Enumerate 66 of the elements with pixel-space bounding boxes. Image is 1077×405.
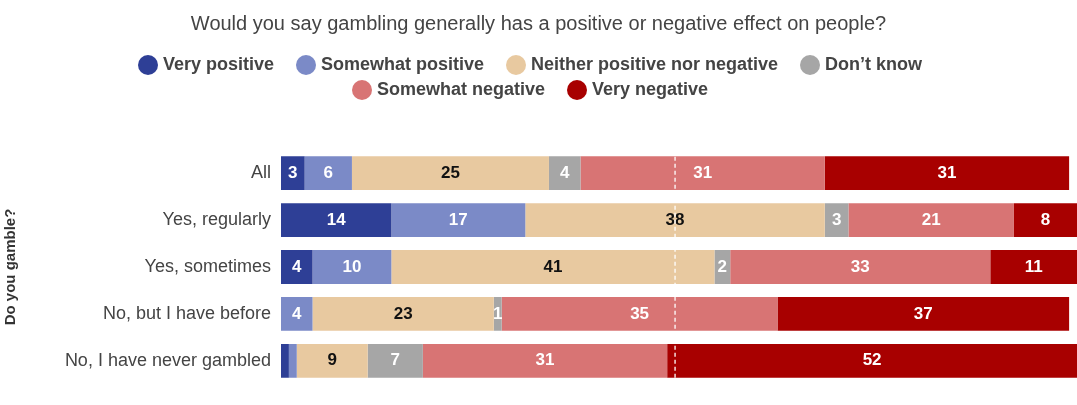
bar [501,297,778,331]
bar [391,250,715,284]
data-label: 6 [323,162,334,182]
bar [525,203,825,237]
bar [281,203,392,237]
bar [422,343,668,378]
data-label: 17 [448,209,468,229]
data-label: 14 [326,209,347,229]
data-label: 35 [630,303,650,323]
data-label: 31 [693,162,713,182]
data-label: 37 [913,303,933,323]
data-label: 1 [493,303,503,323]
data-label: 21 [921,209,941,229]
data-label: 38 [665,209,685,229]
y-tick-label: No, but I have before [102,302,271,323]
chart-title: Would you say gambling generally has a positive or negative effect on people? [189,12,888,35]
legend-label: Somewhat positive [320,54,485,75]
y-tick-label: No, I have never gambled [64,349,271,370]
data-label: 8 [1040,209,1051,229]
bar [730,250,991,284]
legend-label: Very positive [162,54,274,75]
data-label: 25 [440,162,460,182]
data-label: 41 [543,256,563,276]
y-axis-title: Do you gamble? [1,208,19,326]
bar [281,250,313,284]
legend-label: Somewhat negative [376,79,545,100]
bar [312,297,494,331]
bar [1013,203,1077,237]
data-label: 4 [292,256,303,276]
bar [304,156,352,191]
data-label: 31 [535,350,555,370]
bar [281,297,313,331]
data-label: 9 [327,350,337,370]
data-label: 10 [342,256,362,276]
data-label: 11 [1024,256,1043,276]
data-label: 3 [288,162,298,182]
legend-label: Don’t know [825,54,923,75]
legend-label: Very negative [591,79,709,100]
bar [288,343,297,378]
data-label: 2 [717,256,728,276]
legend-label: Neither positive nor negative [531,54,779,75]
bar [296,343,368,378]
y-tick-label: Yes, regularly [162,209,271,230]
data-label: 4 [559,162,570,182]
data-label: 31 [937,162,957,182]
bar [548,156,581,191]
y-tick-label: Yes, sometimes [144,255,271,276]
data-label: 52 [862,350,882,370]
data-label: 4 [292,303,303,323]
bar [990,250,1077,284]
bar [281,343,289,378]
bar [367,343,423,378]
y-tick-label: All [250,162,271,183]
bar [312,250,392,284]
bar [351,156,549,191]
bar [580,156,825,191]
bar [824,156,1070,191]
data-label: 3 [831,209,842,229]
bar [391,203,526,237]
data-label: 7 [390,350,401,370]
bar [848,203,1014,237]
data-label: 33 [850,256,870,276]
bar [667,343,1077,378]
bar [281,156,305,191]
bar [777,297,1070,331]
data-label: 23 [393,303,413,323]
